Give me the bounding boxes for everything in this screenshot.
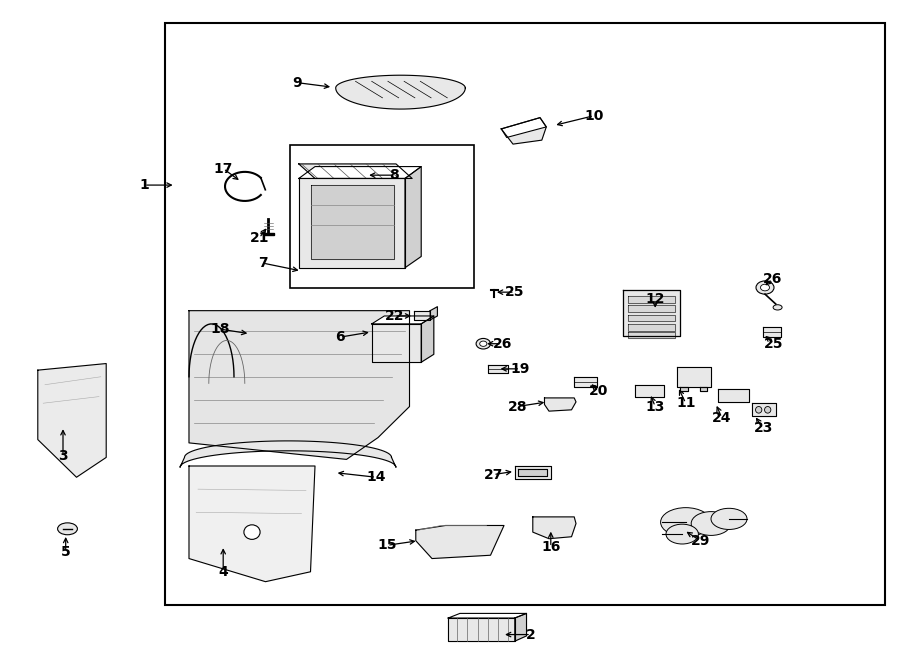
Text: 25: 25 [764,336,784,351]
Polygon shape [677,367,711,387]
Text: 25: 25 [505,285,525,299]
Polygon shape [518,469,547,476]
Bar [290,145,474,288]
Text: 28: 28 [508,399,527,414]
Ellipse shape [755,407,761,413]
Polygon shape [299,178,405,268]
Text: 19: 19 [510,362,530,376]
Text: 16: 16 [541,540,561,555]
Text: 26: 26 [762,272,782,286]
Polygon shape [336,75,465,109]
Text: 14: 14 [366,470,386,485]
Polygon shape [628,305,675,312]
Text: 24: 24 [712,410,732,425]
Polygon shape [623,290,680,336]
Polygon shape [544,398,576,411]
Ellipse shape [480,341,487,346]
Text: 5: 5 [61,545,70,559]
Text: 17: 17 [213,161,233,176]
Polygon shape [448,618,515,641]
Polygon shape [430,307,437,320]
Bar [165,23,885,605]
Polygon shape [628,315,675,321]
Text: 13: 13 [645,399,665,414]
Ellipse shape [691,512,731,535]
Polygon shape [414,311,430,320]
Text: 4: 4 [219,564,228,579]
Ellipse shape [58,523,77,535]
Polygon shape [628,324,675,330]
Text: 22: 22 [384,309,404,323]
Text: 7: 7 [258,256,267,270]
Text: 15: 15 [377,538,397,553]
Polygon shape [299,164,412,178]
Text: 29: 29 [690,533,710,548]
Text: 26: 26 [492,336,512,351]
Polygon shape [680,387,688,391]
Polygon shape [628,332,675,338]
Polygon shape [421,316,434,362]
Polygon shape [515,613,526,641]
Text: 8: 8 [390,168,399,182]
Ellipse shape [756,281,774,294]
Text: 2: 2 [526,627,536,642]
Polygon shape [189,311,410,459]
Polygon shape [574,377,597,387]
Polygon shape [634,385,664,397]
Text: 27: 27 [483,467,503,482]
Polygon shape [763,327,781,337]
Text: 3: 3 [58,449,68,463]
Ellipse shape [760,284,770,291]
Ellipse shape [661,508,711,537]
Polygon shape [263,233,274,235]
Ellipse shape [666,524,698,544]
Polygon shape [515,466,551,479]
Polygon shape [501,118,546,144]
Polygon shape [299,167,421,178]
Ellipse shape [773,305,782,310]
Polygon shape [448,613,526,618]
Polygon shape [405,167,421,268]
Ellipse shape [764,407,770,413]
Polygon shape [533,517,576,539]
Text: 10: 10 [584,108,604,123]
Text: 12: 12 [645,292,665,306]
Text: 11: 11 [676,396,696,410]
Text: 1: 1 [140,178,148,192]
Polygon shape [372,324,421,362]
Text: 21: 21 [249,231,269,245]
Text: 9: 9 [292,75,302,90]
Ellipse shape [711,508,747,529]
Polygon shape [372,316,434,324]
Polygon shape [488,365,508,373]
Text: 20: 20 [589,384,608,399]
Text: 23: 23 [753,421,773,436]
Polygon shape [38,364,106,477]
Polygon shape [310,185,394,259]
Polygon shape [752,403,776,416]
Ellipse shape [476,338,491,349]
Polygon shape [180,441,396,467]
Polygon shape [718,389,749,402]
Text: 18: 18 [211,322,230,336]
Ellipse shape [244,525,260,539]
Polygon shape [501,118,546,137]
Polygon shape [416,525,504,559]
Polygon shape [189,466,315,582]
Text: 6: 6 [336,330,345,344]
Polygon shape [700,387,707,391]
Polygon shape [628,296,675,303]
